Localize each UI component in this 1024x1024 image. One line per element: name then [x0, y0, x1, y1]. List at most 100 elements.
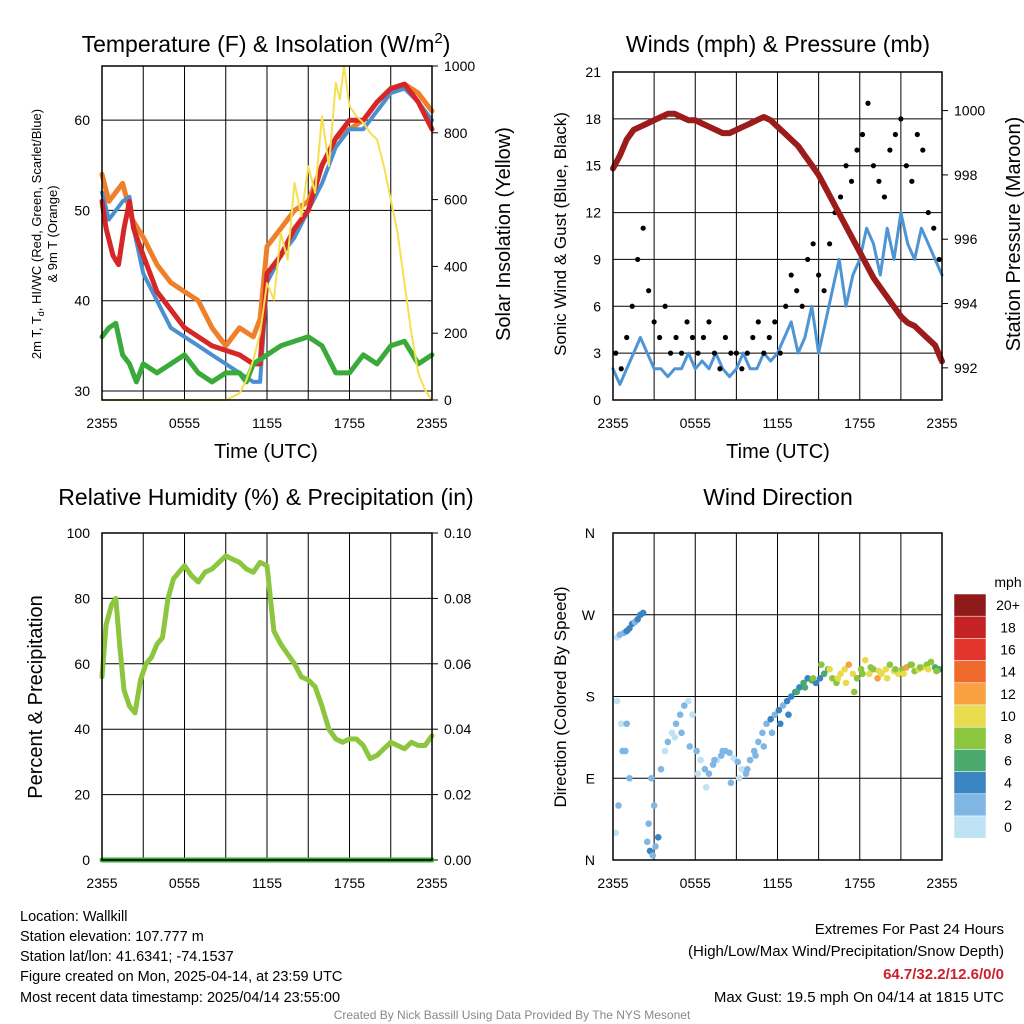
y-tick-label: E: [586, 770, 595, 786]
direction-point: [859, 670, 866, 678]
x-tick-label: 1155: [762, 875, 792, 891]
winds-title: Winds (mph) & Pressure (mb): [626, 31, 930, 57]
direction-point: [705, 770, 713, 778]
wind-direction-y-label: Direction (Colored By Speed): [551, 586, 570, 807]
gust-point: [667, 350, 674, 356]
direction-point: [809, 675, 817, 682]
direction-point: [697, 756, 705, 764]
direction-point: [689, 711, 696, 718]
y2-tick-label: 0.04: [444, 721, 471, 737]
direction-point: [734, 758, 742, 766]
temperature-y-label: 2m T, Td, HI/WC (Red, Green, Scarlet/Blu…: [29, 109, 46, 359]
legend-swatch: [953, 615, 987, 639]
gust-point: [931, 225, 937, 231]
x-tick-label: 1755: [334, 415, 365, 431]
y-tick-label: 0: [593, 392, 601, 408]
direction-point: [861, 656, 869, 664]
gust-point: [805, 256, 811, 263]
winds-y-label: Sonic Wind & Gust (Blue, Black): [551, 112, 570, 356]
gust-point: [613, 350, 619, 356]
direction-point: [649, 852, 657, 859]
gust-point: [624, 334, 630, 341]
direction-point: [617, 720, 625, 728]
legend-swatch: [953, 726, 987, 750]
legend-swatch: [953, 660, 987, 684]
legend-label: 12: [1000, 686, 1016, 702]
direction-point: [639, 609, 647, 617]
direction-point: [719, 747, 726, 755]
direction-point: [680, 702, 688, 709]
x-tick-label: 0555: [169, 875, 200, 891]
wind-line: [611, 211, 944, 386]
legend-label: 0: [1004, 819, 1012, 835]
direction-point: [842, 679, 850, 687]
x-tick-label: 1155: [762, 415, 792, 431]
legend-swatch: [953, 815, 987, 839]
x-tick-label: 2355: [926, 875, 957, 891]
x-tick-label: 1755: [334, 875, 365, 891]
legend-label: 2: [1004, 797, 1012, 813]
winds-panel: Winds (mph) & Pressure (mb) Sonic Wind &…: [551, 31, 1024, 463]
y-tick-label: 80: [74, 590, 90, 606]
direction-point: [866, 670, 873, 678]
direction-point: [883, 675, 891, 682]
direction-point: [702, 784, 710, 791]
y2-tick-label: 0.08: [444, 590, 471, 606]
gust-point: [761, 350, 767, 356]
plot-frame: [101, 532, 433, 861]
direction-point: [874, 675, 881, 682]
y-tick-label: 15: [585, 158, 601, 174]
direction-point: [746, 756, 754, 764]
speed-legend-title: mph: [994, 574, 1021, 590]
extremes-title: Extremes For Past 24 Hours: [815, 921, 1004, 938]
temperature-x-label: Time (UTC): [214, 441, 318, 463]
direction-point: [783, 697, 791, 705]
gust-point: [799, 303, 805, 309]
y-tick-label: 18: [585, 111, 601, 127]
plot-frame: [612, 71, 943, 401]
gust-point: [618, 366, 624, 372]
y-tick-label: 30: [74, 383, 90, 399]
direction-point: [735, 774, 743, 782]
direction-point: [752, 752, 759, 759]
temperature-panel: Temperature (F) & Insolation (W/m2) 2m T…: [29, 30, 515, 463]
gust-point: [744, 350, 750, 356]
humidity-panel: Relative Humidity (%) & Precipitation (i…: [25, 484, 474, 891]
x-tick-label: 2355: [86, 415, 117, 431]
insolation-line: [101, 65, 433, 401]
station-info: Location: Wallkill Station elevation: 10…: [20, 909, 342, 1006]
gust-point: [717, 366, 723, 372]
x-tick-label: 1755: [844, 415, 875, 431]
direction-point: [853, 675, 861, 682]
direction-point: [775, 706, 783, 714]
direction-point: [845, 661, 853, 669]
gust-point: [706, 319, 712, 325]
y-tick-label: 50: [74, 202, 90, 218]
y-tick-label: 9: [593, 251, 601, 267]
y-tick-label: N: [585, 525, 595, 541]
pressure-y-label: Station Pressure (Maroon): [1003, 117, 1024, 352]
extremes-values: 64.7/32.2/12.6/0/0: [883, 966, 1004, 983]
gust-point: [657, 334, 663, 341]
temperature-title: Temperature (F) & Insolation (W/m2): [82, 30, 451, 57]
y-tick-label: 40: [74, 721, 90, 737]
y-tick-label: N: [585, 852, 595, 868]
gust-point: [651, 319, 657, 325]
gust-point: [821, 288, 827, 294]
direction-point: [882, 665, 890, 673]
y2-tick-label: 200: [444, 325, 468, 341]
gust-point: [936, 256, 942, 263]
gust-point: [684, 319, 690, 325]
direction-point: [767, 715, 774, 723]
direction-point: [841, 665, 848, 673]
y2-tick-label: 998: [954, 167, 978, 183]
gust-point: [678, 350, 685, 356]
gust-point: [854, 147, 860, 153]
gust-point: [816, 272, 822, 278]
direction-point: [615, 802, 622, 809]
direction-point: [886, 661, 894, 669]
gust-point: [848, 178, 855, 184]
plot-frame: [101, 65, 433, 401]
gust-point: [892, 131, 898, 138]
y2-tick-label: 1000: [444, 58, 475, 74]
